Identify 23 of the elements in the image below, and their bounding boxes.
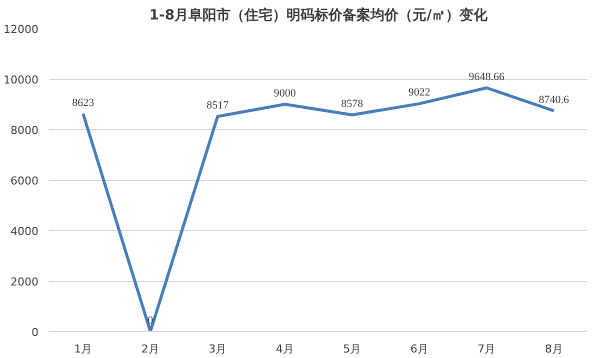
data-label: 9648.66 bbox=[468, 70, 505, 83]
y-tick-label: 2000 bbox=[10, 276, 39, 288]
x-tick-label: 1月 bbox=[74, 342, 92, 356]
x-tick-label: 4月 bbox=[276, 342, 294, 356]
x-tick-label: 2月 bbox=[141, 342, 160, 356]
data-label: 8740.6 bbox=[538, 94, 570, 106]
y-tick-label: 6000 bbox=[10, 174, 39, 188]
y-tick-label: 12000 bbox=[4, 23, 39, 36]
y-tick-label: 0 bbox=[32, 326, 38, 339]
y-tick-label: 10000 bbox=[4, 74, 39, 86]
x-tick-label: 3月 bbox=[208, 342, 227, 356]
y-tick-label: 4000 bbox=[10, 225, 39, 238]
chart-title: 1-8月阜阳市（住宅）明码标价备案均价（元/㎡）变化 bbox=[149, 6, 489, 24]
x-tick-label: 5月 bbox=[343, 342, 362, 356]
y-tick-label: 8000 bbox=[10, 124, 39, 137]
data-label: 9022 bbox=[408, 86, 430, 99]
data-label: 8623 bbox=[72, 96, 95, 109]
x-tick-label: 6月 bbox=[410, 342, 428, 356]
data-label: 9000 bbox=[274, 87, 296, 100]
x-tick-label: 8月 bbox=[544, 342, 563, 356]
data-label: 8578 bbox=[341, 98, 364, 110]
data-label: 8517 bbox=[206, 99, 230, 112]
x-tick-label: 7月 bbox=[478, 342, 496, 356]
